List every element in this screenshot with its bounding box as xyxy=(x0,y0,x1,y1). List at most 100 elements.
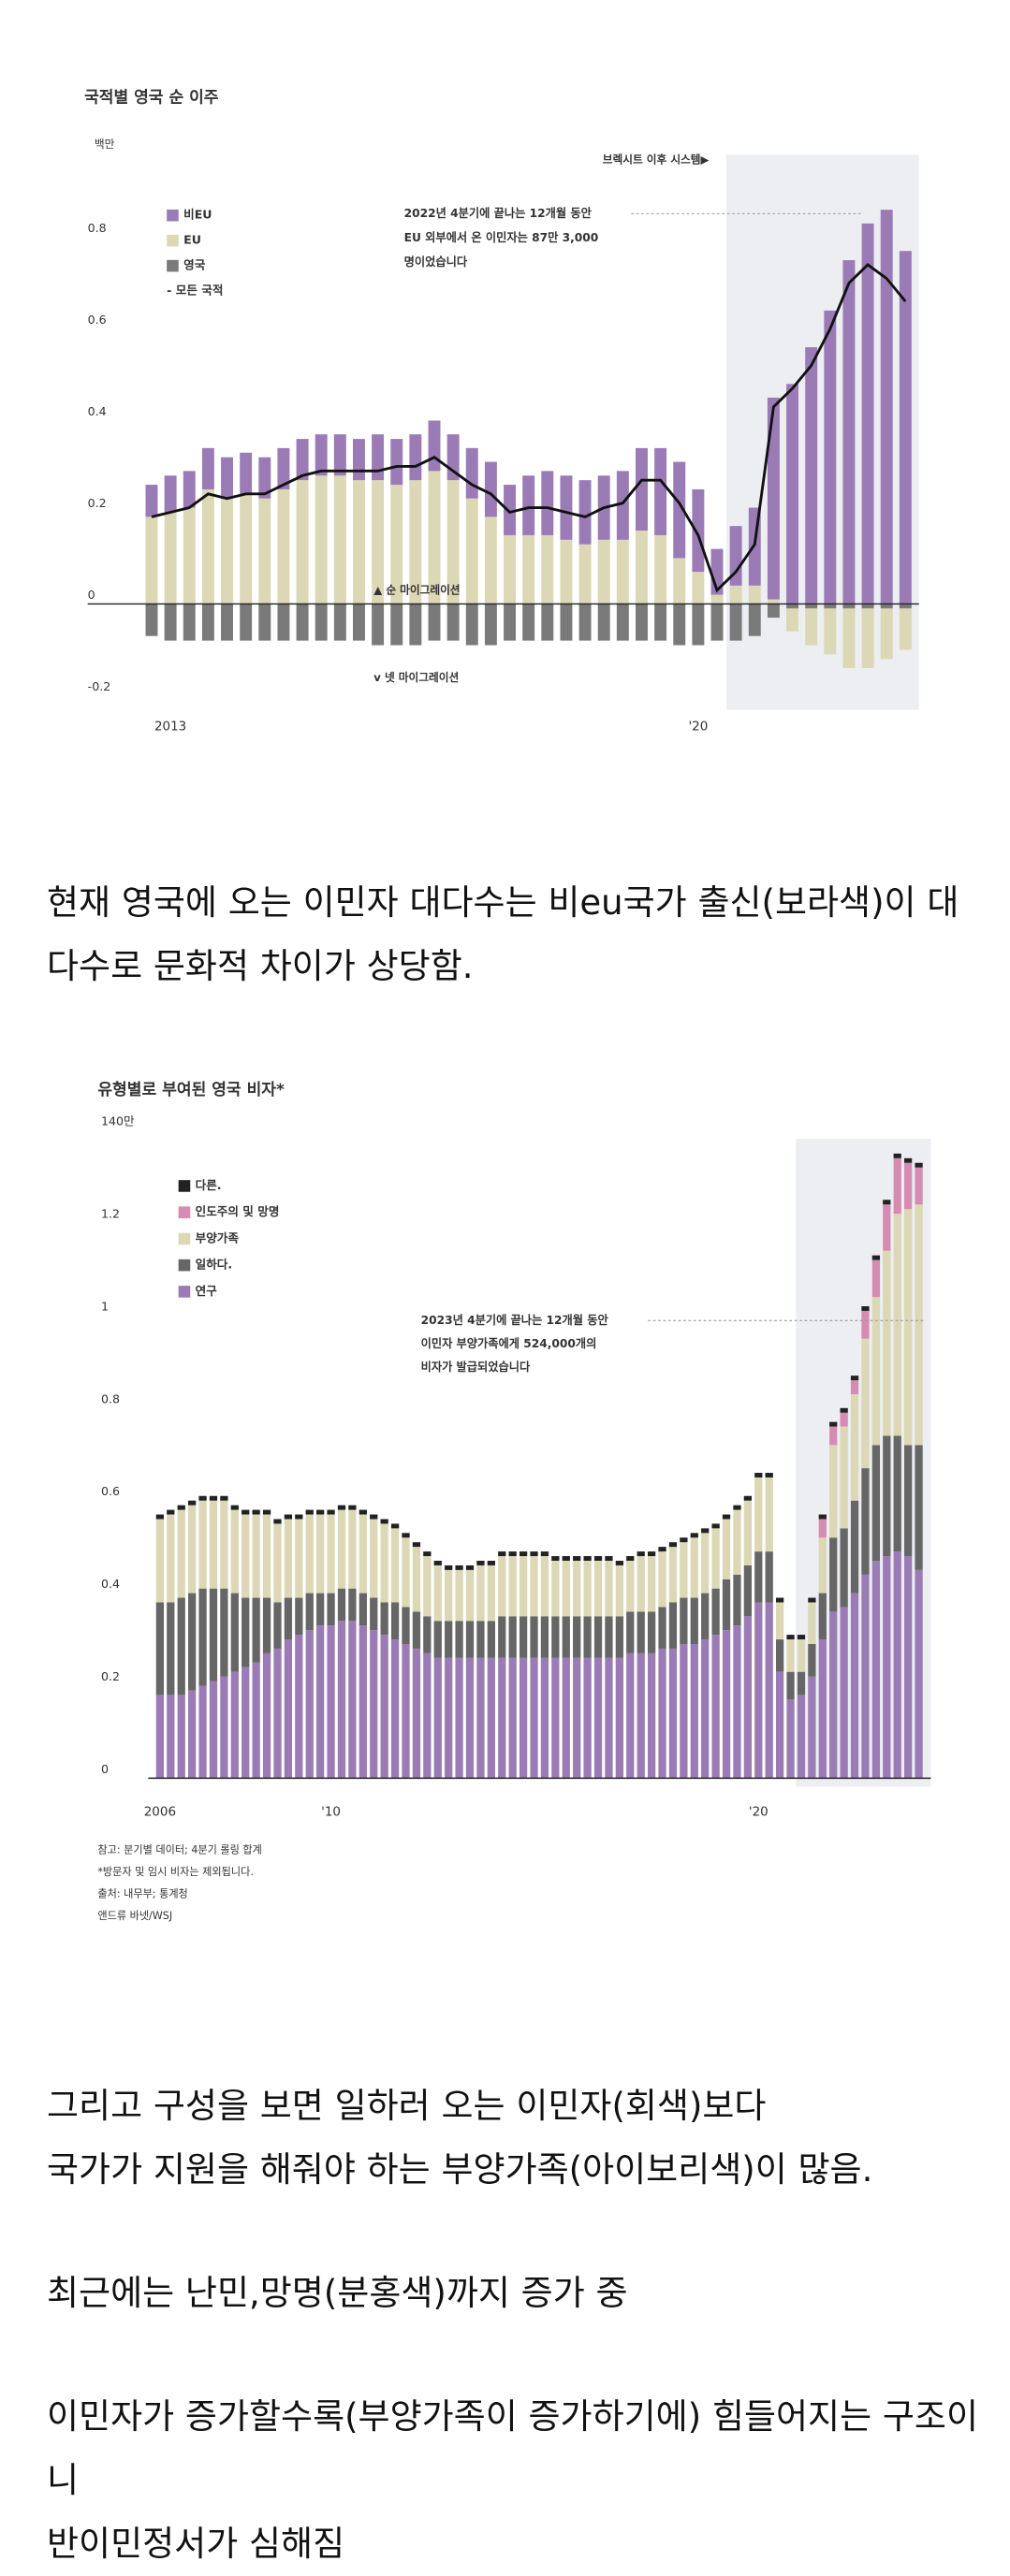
bar xyxy=(155,1602,165,1696)
bar xyxy=(540,1657,549,1779)
bar xyxy=(402,1607,410,1644)
bar xyxy=(177,1695,185,1779)
bar xyxy=(722,1630,731,1779)
bar xyxy=(722,1519,731,1579)
bar xyxy=(295,1597,303,1636)
bar xyxy=(188,1690,197,1779)
text-block: 그리고 구성을 보면 일하러 오는 이민자(회색)보다 국가가 지원을 해줘야 … xyxy=(47,2074,983,2576)
bar xyxy=(504,534,517,604)
bar xyxy=(252,1509,260,1515)
bar xyxy=(465,604,478,646)
bar xyxy=(605,1556,613,1561)
bar xyxy=(754,1551,763,1603)
bar xyxy=(262,1509,271,1515)
bar xyxy=(658,1547,666,1552)
bar xyxy=(409,480,422,604)
bar xyxy=(370,1519,378,1598)
bar xyxy=(380,1602,388,1636)
bar xyxy=(654,447,667,535)
bar xyxy=(484,461,497,517)
bar xyxy=(786,608,799,632)
bar xyxy=(692,572,705,604)
bar xyxy=(164,475,177,513)
bar xyxy=(530,1657,538,1779)
bar xyxy=(829,1426,838,1446)
bar xyxy=(177,1597,185,1696)
bar xyxy=(583,1616,592,1658)
bar xyxy=(808,1676,816,1779)
bar xyxy=(198,1685,207,1779)
legend-label: - 모든 국적 xyxy=(167,284,223,298)
bar xyxy=(711,1635,720,1779)
bar xyxy=(390,1523,400,1529)
bar xyxy=(359,1514,367,1594)
bar xyxy=(692,488,705,573)
bar xyxy=(808,1643,816,1677)
bar xyxy=(850,1393,859,1501)
bar xyxy=(818,1639,827,1779)
bar xyxy=(433,1565,442,1622)
bar xyxy=(808,1602,816,1644)
bar xyxy=(673,604,686,646)
bar xyxy=(701,1528,710,1534)
x-tick-label: '20 xyxy=(688,720,708,735)
bar xyxy=(593,1657,603,1779)
bar xyxy=(327,1625,335,1779)
y-tick-label: 0.8 xyxy=(101,1391,120,1405)
bar xyxy=(637,1556,645,1612)
callout-text: 이민자 부양가족에게 524,000개의 xyxy=(421,1336,597,1350)
bar xyxy=(258,457,271,499)
bar xyxy=(198,1588,207,1686)
legend-label: 연구 xyxy=(196,1284,218,1298)
bar xyxy=(551,1556,560,1561)
bar xyxy=(880,210,893,604)
bar xyxy=(573,1657,581,1779)
bar xyxy=(390,1528,400,1603)
x-tick-label: 2013 xyxy=(154,720,186,735)
bar xyxy=(522,475,535,535)
bar xyxy=(883,1250,891,1436)
bar xyxy=(240,493,253,604)
bar xyxy=(380,1635,388,1779)
bar xyxy=(818,1593,827,1640)
legend-label: EU xyxy=(183,233,201,247)
bar xyxy=(818,1519,827,1538)
bar xyxy=(519,1551,528,1557)
bar xyxy=(668,1547,678,1603)
bar xyxy=(647,1611,656,1653)
y-tick-label: 0 xyxy=(101,1762,109,1776)
y-unit: 백만 xyxy=(95,138,115,151)
bar xyxy=(562,1556,570,1561)
bar xyxy=(805,608,818,646)
bar xyxy=(295,1519,303,1598)
bar xyxy=(487,1657,495,1779)
bar xyxy=(616,539,629,604)
bar xyxy=(805,347,818,604)
legend-marker xyxy=(178,1259,191,1272)
bar xyxy=(372,604,385,646)
y-tick-label: 140만 xyxy=(101,1114,135,1128)
bar xyxy=(710,604,724,641)
bar xyxy=(573,1560,581,1617)
bar xyxy=(273,1602,282,1649)
bar xyxy=(221,498,233,604)
bar xyxy=(915,1569,923,1779)
bar xyxy=(390,1602,400,1640)
bar xyxy=(273,1519,282,1524)
bar xyxy=(893,1157,901,1215)
bar xyxy=(635,604,648,641)
bar xyxy=(487,1621,495,1658)
bar xyxy=(861,604,874,609)
bar xyxy=(198,1500,207,1589)
bar xyxy=(861,1310,870,1339)
bar xyxy=(242,1509,250,1515)
legend-marker xyxy=(178,1232,191,1245)
bar xyxy=(605,1657,613,1779)
y-tick-label: 0.2 xyxy=(88,496,107,510)
bar xyxy=(220,1588,228,1677)
bar xyxy=(209,1495,218,1501)
bar xyxy=(167,1695,175,1779)
bar xyxy=(893,1153,901,1158)
bar xyxy=(850,1375,859,1381)
